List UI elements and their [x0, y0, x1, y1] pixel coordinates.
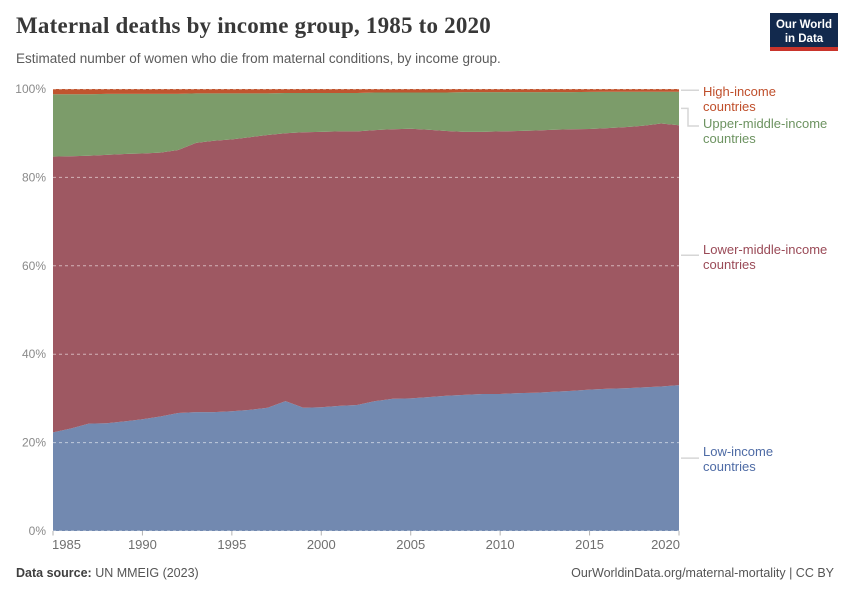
area-high-income-countries[interactable] — [53, 89, 679, 95]
chart-subtitle: Estimated number of women who die from m… — [16, 51, 501, 66]
chart-footer: Data source: UN MMEIG (2023) OurWorldinD… — [16, 566, 834, 580]
data-source: Data source: UN MMEIG (2023) — [16, 566, 199, 580]
legend-lower-middle-income[interactable]: Lower-middle-income countries — [703, 242, 828, 272]
data-source-value: UN MMEIG (2023) — [91, 566, 199, 580]
owid-url-link[interactable]: OurWorldinData.org/maternal-mortality — [571, 566, 786, 580]
y-axis-label-40%: 40% — [22, 347, 46, 361]
y-axis-label-80%: 80% — [22, 170, 46, 184]
owid-logo-accent-bar — [770, 47, 838, 51]
area-lower-middle-income-countries[interactable] — [53, 123, 679, 433]
x-axis-label-2005: 2005 — [396, 537, 425, 552]
x-axis-label-2000: 2000 — [307, 537, 336, 552]
license-label: | CC BY — [785, 566, 834, 580]
x-axis-label-2015: 2015 — [575, 537, 604, 552]
x-axis-label-1985: 1985 — [52, 537, 81, 552]
owid-logo-line2: in Data — [784, 33, 824, 45]
area-low-income-countries[interactable] — [53, 385, 679, 531]
data-source-label: Data source: — [16, 566, 92, 580]
legend-high-income[interactable]: High-income countries — [703, 84, 776, 114]
y-axis-label-100%: 100% — [15, 82, 46, 96]
owid-logo[interactable]: Our World in Data — [770, 13, 838, 51]
legend-upper-middle-income[interactable]: Upper-middle-income countries — [703, 116, 828, 146]
x-axis-label-2020: 2020 — [651, 537, 680, 552]
y-axis-label-20%: 20% — [22, 436, 46, 450]
y-axis-label-0%: 0% — [29, 524, 47, 538]
x-axis-label-1990: 1990 — [128, 537, 157, 552]
x-axis-label-2010: 2010 — [486, 537, 515, 552]
y-axis-label-60%: 60% — [22, 259, 46, 273]
legend-low-income[interactable]: Low-income countries — [703, 444, 774, 474]
chart-title: Maternal deaths by income group, 1985 to… — [16, 13, 491, 38]
owid-logo-line1: Our World — [775, 18, 832, 31]
x-axis-label-1995: 1995 — [217, 537, 246, 552]
area-upper-middle-income-countries[interactable] — [53, 91, 679, 157]
footer-right: OurWorldinData.org/maternal-mortality | … — [571, 566, 834, 580]
legend-connector-upper-middle-income-countries — [681, 107, 699, 127]
